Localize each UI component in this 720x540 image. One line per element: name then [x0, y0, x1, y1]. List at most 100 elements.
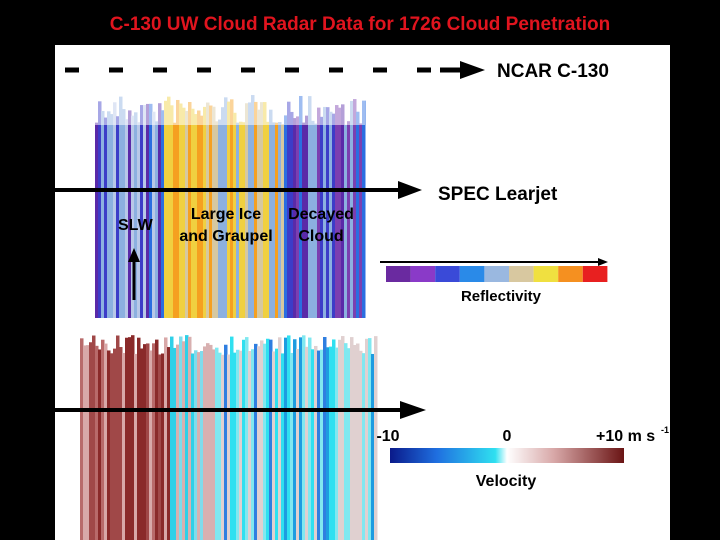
radar-stripe [125, 119, 129, 319]
radar-stripe [164, 337, 168, 540]
colorbar-label: Velocity [476, 473, 537, 490]
region-label: Large Ice [191, 206, 261, 223]
radar-stripe [290, 111, 294, 318]
colorbar-segment [484, 266, 509, 282]
radar-stripe [260, 102, 264, 319]
radar-stripe [260, 340, 264, 540]
radar-stripe [86, 345, 90, 540]
region-label: SLW [118, 217, 154, 234]
radar-stripe [104, 343, 108, 540]
radar-stripe [209, 105, 213, 318]
radar-stripe [284, 337, 288, 540]
velocity-exponent: -1 [661, 425, 669, 435]
radar-stripe [215, 121, 219, 319]
radar-stripe [266, 121, 270, 319]
radar-stripe [131, 115, 135, 318]
radar-stripe [314, 123, 318, 318]
radar-stripe [116, 116, 120, 319]
radar-stripe [137, 122, 141, 318]
radar-stripe [140, 348, 144, 540]
radar-stripe [182, 341, 186, 540]
radar-stripe [350, 337, 354, 540]
radar-stripe [353, 345, 357, 540]
radar-stripe [218, 119, 222, 318]
radar-stripe [281, 124, 285, 319]
radar-stripe [128, 110, 132, 318]
radar-stripe [230, 99, 234, 319]
colorbar-label: Reflectivity [461, 288, 542, 305]
radar-stripe [287, 101, 291, 318]
radar-stripe [374, 336, 378, 540]
radar-stripe [239, 350, 243, 540]
region-label: and Graupel [179, 228, 272, 245]
radar-stripe [296, 348, 300, 540]
radar-stripe [362, 353, 366, 540]
radar-stripe [227, 101, 231, 319]
radar-stripe [155, 121, 159, 318]
radar-stripe [203, 106, 207, 318]
radar-stripe [194, 114, 198, 318]
reflectivity-colorbar [386, 266, 608, 282]
radar-stripe [269, 339, 273, 540]
aircraft-label: NCAR C-130 [497, 61, 609, 82]
radar-stripe [170, 105, 174, 318]
radar-stripe [326, 107, 330, 319]
radar-stripe [347, 348, 351, 540]
colorbar-segment [533, 266, 559, 282]
radar-stripe [344, 343, 348, 540]
radar-stripe [233, 352, 237, 540]
radar-stripe [305, 346, 309, 540]
radar-stripe [257, 346, 261, 540]
radar-stripe [236, 122, 240, 318]
radar-stripe [317, 350, 321, 540]
radar-stripe [323, 337, 327, 540]
radar-stripe [173, 347, 177, 540]
velocity-colorbar [390, 448, 624, 463]
radar-stripe [347, 121, 351, 318]
radar-stripe [92, 335, 96, 540]
region-label: Decayed [288, 206, 354, 223]
radar-stripe [311, 349, 315, 540]
radar-stripe [320, 349, 324, 540]
radar-stripe [356, 111, 360, 319]
radar-stripe [158, 103, 162, 318]
radar-stripe [284, 115, 288, 318]
radar-stripe [245, 337, 249, 540]
radar-stripe [119, 347, 123, 540]
radar-stripe [149, 103, 153, 319]
radar-stripe [197, 110, 201, 318]
radar-stripe [302, 335, 306, 540]
radar-stripe [227, 354, 231, 540]
radar-stripe [98, 101, 102, 318]
radar-stripe [242, 339, 246, 540]
radar-stripe [338, 339, 342, 540]
radar-stripe [356, 343, 360, 540]
radar-stripe [338, 107, 342, 318]
radar-stripe [290, 352, 294, 540]
radar-stripe [230, 336, 234, 540]
arrow-head [460, 61, 485, 79]
radar-stripe [278, 337, 282, 540]
arrow-head [398, 181, 422, 199]
radar-stripe [110, 114, 114, 318]
radar-stripe [83, 345, 87, 540]
arrow-head [598, 258, 608, 266]
radar-stripe [197, 352, 201, 540]
radar-stripe [179, 336, 183, 540]
radar-stripe [143, 104, 147, 318]
radar-stripe [155, 339, 159, 540]
radar-stripe [161, 353, 165, 540]
colorbar-segment [386, 266, 411, 282]
radar-stripe [296, 116, 300, 318]
radar-stripe [242, 122, 246, 318]
radar-stripe [332, 113, 336, 319]
radar-stripe [113, 348, 117, 540]
region-label: Cloud [298, 228, 343, 245]
radar-stripe [143, 344, 147, 540]
radar-stripe [158, 354, 162, 540]
radar-stripe [182, 107, 186, 318]
radar-stripe [113, 102, 117, 319]
radar-stripe [191, 108, 195, 318]
radar-stripe [275, 348, 279, 540]
radar-stripe [110, 353, 114, 540]
